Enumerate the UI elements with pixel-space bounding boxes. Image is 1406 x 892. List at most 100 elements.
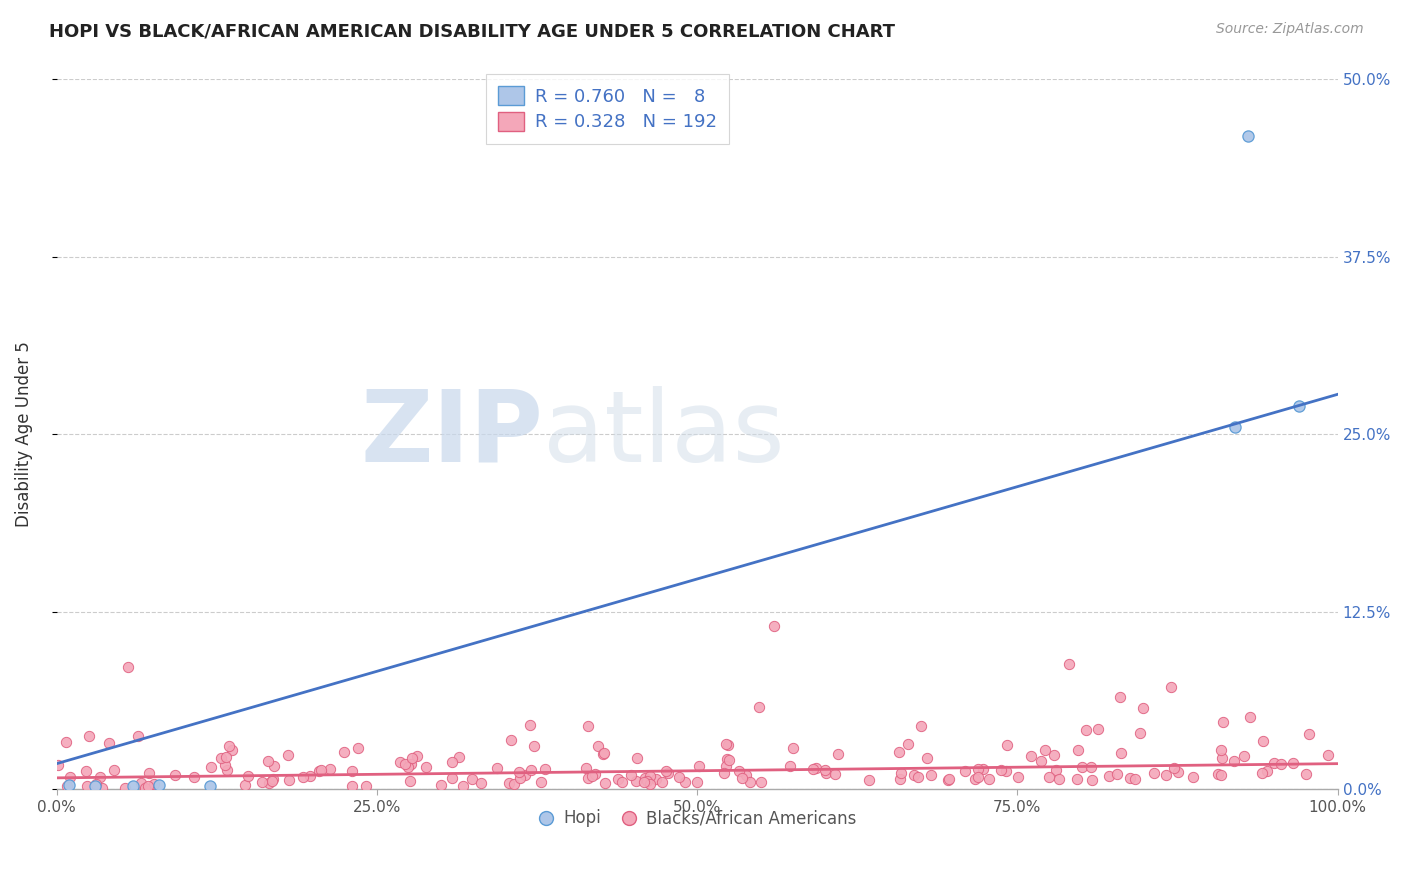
Point: [748, 699, 770, 714]
Point: [668, 770, 690, 784]
Point: [389, 756, 412, 770]
Point: [332, 745, 354, 759]
Point: [127, 730, 149, 744]
Point: [406, 749, 429, 764]
Point: [1108, 690, 1130, 704]
Point: [583, 766, 606, 780]
Point: [340, 779, 363, 793]
Point: [399, 756, 422, 771]
Point: [1123, 772, 1146, 786]
Point: [967, 762, 990, 776]
Point: [77, 729, 100, 743]
Point: [97, 736, 120, 750]
Point: [256, 754, 278, 768]
Point: [441, 755, 464, 769]
Point: [801, 762, 824, 776]
Point: [84, 780, 107, 794]
Text: HOPI VS BLACK/AFRICAN AMERICAN DISABILITY AGE UNDER 5 CORRELATION CHART: HOPI VS BLACK/AFRICAN AMERICAN DISABILIT…: [49, 22, 896, 40]
Text: Source: ZipAtlas.com: Source: ZipAtlas.com: [1216, 22, 1364, 37]
Point: [340, 764, 363, 778]
Point: [530, 774, 553, 789]
Point: [278, 772, 301, 787]
Point: [401, 751, 423, 765]
Point: [903, 768, 925, 782]
Point: [638, 777, 661, 791]
Point: [740, 775, 762, 789]
Point: [485, 761, 508, 775]
Point: [938, 773, 960, 788]
Point: [461, 772, 484, 786]
Point: [657, 766, 679, 780]
Point: [56, 779, 79, 793]
Point: [122, 780, 145, 794]
Point: [586, 739, 609, 754]
Point: [1087, 723, 1109, 737]
Point: [1223, 420, 1246, 434]
Point: [938, 772, 960, 787]
Point: [1295, 766, 1317, 780]
Point: [612, 775, 634, 789]
Point: [1107, 767, 1129, 781]
Text: atlas: atlas: [543, 385, 785, 483]
Point: [1076, 723, 1098, 738]
Point: [762, 619, 785, 633]
Point: [441, 771, 464, 785]
Point: [533, 762, 555, 776]
Point: [1160, 680, 1182, 694]
Point: [114, 780, 136, 795]
Point: [48, 758, 70, 772]
Point: [749, 775, 772, 789]
Point: [965, 772, 987, 786]
Point: [508, 764, 530, 779]
Point: [59, 770, 82, 784]
Point: [910, 719, 932, 733]
Point: [1281, 756, 1303, 770]
Point: [804, 761, 827, 775]
Point: [117, 660, 139, 674]
Point: [215, 750, 238, 764]
Point: [1007, 770, 1029, 784]
Point: [1251, 733, 1274, 747]
Point: [498, 775, 520, 789]
Point: [638, 769, 661, 783]
Point: [1239, 710, 1261, 724]
Point: [1080, 772, 1102, 787]
Point: [1019, 749, 1042, 764]
Point: [214, 758, 236, 772]
Point: [576, 718, 599, 732]
Point: [129, 775, 152, 789]
Point: [1288, 399, 1310, 413]
Point: [447, 749, 470, 764]
Point: [515, 768, 537, 782]
Point: [1256, 764, 1278, 779]
Point: [396, 760, 419, 774]
Point: [509, 771, 531, 785]
Point: [634, 771, 657, 785]
Point: [979, 772, 1001, 786]
Point: [1237, 128, 1260, 143]
Point: [209, 751, 232, 765]
Point: [673, 775, 696, 789]
Point: [75, 764, 97, 778]
Point: [1270, 757, 1292, 772]
Point: [1097, 769, 1119, 783]
Point: [1167, 764, 1189, 779]
Point: [1298, 727, 1320, 741]
Point: [633, 775, 655, 789]
Point: [292, 770, 315, 784]
Point: [89, 771, 111, 785]
Point: [714, 737, 737, 751]
Legend: Hopi, Blacks/African Americans: Hopi, Blacks/African Americans: [531, 803, 863, 834]
Point: [728, 764, 751, 779]
Point: [503, 777, 526, 791]
Point: [163, 768, 186, 782]
Point: [824, 767, 846, 781]
Point: [972, 762, 994, 776]
Point: [183, 770, 205, 784]
Point: [889, 772, 911, 786]
Point: [814, 766, 837, 780]
Point: [143, 777, 166, 791]
Point: [592, 747, 614, 761]
Point: [217, 764, 239, 778]
Point: [717, 738, 740, 752]
